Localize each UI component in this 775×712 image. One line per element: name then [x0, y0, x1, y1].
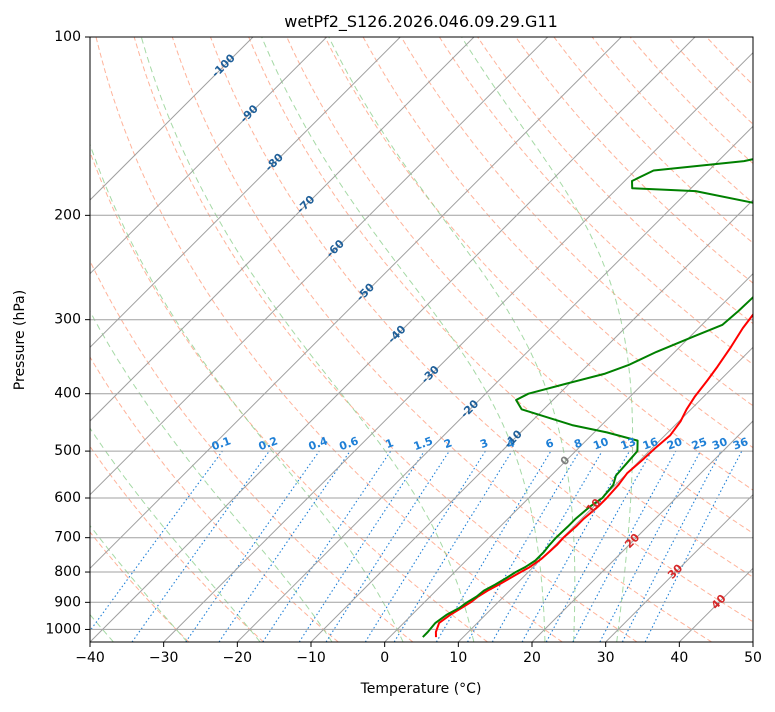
x-tick-label: −30	[149, 650, 179, 666]
dry-adiabat	[592, 37, 775, 642]
mixing-ratio-label: 3	[478, 436, 490, 451]
y-tick-label: 700	[54, 530, 81, 546]
mixing-ratio-line	[299, 451, 424, 642]
isotherm-line	[385, 37, 775, 642]
x-tick-label: 50	[744, 650, 762, 666]
x-tick-label: 40	[670, 650, 688, 666]
moist-adiabat	[462, 37, 633, 642]
y-tick-label: 900	[54, 594, 81, 610]
dry-adiabat	[363, 37, 775, 642]
isotherm-label: 30	[665, 561, 685, 581]
dry-adiabat	[58, 37, 488, 642]
x-axis-label: Temperature (°C)	[360, 681, 482, 697]
mixing-ratio-label: 0.4	[307, 434, 330, 453]
isotherm-line	[164, 37, 769, 642]
x-tick-label: 0	[380, 650, 389, 666]
y-tick-label: 500	[54, 443, 81, 459]
isotherm-line	[237, 37, 775, 642]
y-tick-label: 200	[54, 207, 81, 223]
isotherm-line	[311, 37, 775, 642]
x-tick-label: −20	[223, 650, 253, 666]
x-tick-label: 10	[449, 650, 467, 666]
mixing-ratio-label: 36	[731, 435, 750, 453]
mixing-ratio-label: 30	[710, 435, 729, 453]
isotherm-line	[0, 37, 327, 642]
x-tick-label: 30	[597, 650, 615, 666]
isotherm-line	[679, 37, 775, 642]
y-tick-label: 300	[54, 312, 81, 328]
mixing-ratio-label: 0.1	[210, 434, 233, 453]
dry-adiabat	[554, 37, 775, 642]
dry-adiabat	[20, 37, 413, 642]
isotherm-line	[0, 37, 400, 642]
mixing-ratio-label: 1.5	[412, 434, 435, 453]
isotherm-line	[0, 37, 253, 642]
mixing-ratio-line	[82, 451, 223, 642]
isotherm-line	[16, 37, 621, 642]
moist-adiabat	[61, 37, 403, 642]
profile-series	[423, 37, 775, 637]
x-tick-label: −10	[296, 650, 326, 666]
y-tick-label: 100	[54, 29, 81, 45]
dry-adiabat	[0, 37, 189, 642]
y-tick-label: 1000	[45, 621, 81, 637]
mixing-ratio-label: 25	[690, 435, 709, 452]
plot-frame	[90, 37, 753, 642]
moist-adiabat	[262, 37, 545, 642]
mixing-ratio-label: 2	[442, 436, 454, 451]
dry-adiabat	[0, 37, 264, 642]
isotherm-line	[532, 37, 775, 642]
y-tick-label: 800	[54, 564, 81, 580]
mixing-ratio-line	[219, 451, 350, 642]
mixing-ratio-line	[263, 451, 391, 642]
isotherm-line	[0, 37, 474, 642]
mixing-ratio-label: 1	[384, 436, 396, 451]
mixing-ratio-line	[622, 451, 721, 642]
isotherm-line	[458, 37, 775, 642]
y-tick-label: 400	[54, 386, 81, 402]
x-tick-label: −40	[75, 650, 105, 666]
mixing-ratio-label: 16	[641, 435, 660, 453]
dry-adiabat	[707, 37, 775, 642]
dry-adiabat	[0, 37, 338, 642]
mixing-ratio-line	[326, 451, 449, 642]
x-tick-label: 20	[523, 650, 541, 666]
mixing-ratio-label: 0.6	[338, 434, 361, 453]
chart-title: wetPf2_S126.2026.046.09.29.G11	[284, 12, 558, 32]
moist-adiabat	[2, 37, 332, 642]
mixing-ratio-label: 6	[544, 436, 556, 451]
mixing-ratio-label: 0.2	[257, 434, 280, 453]
dry-adiabat	[134, 37, 637, 642]
dewpoint-profile-line	[423, 37, 775, 637]
mixing-ratio-label: 13	[619, 435, 638, 452]
mixing-ratio-line	[573, 451, 676, 642]
moist-adiabat	[0, 37, 187, 642]
y-tick-label: 600	[54, 490, 81, 506]
mixing-ratio-label: 10	[591, 435, 610, 453]
y-axis-label: Pressure (hPa)	[12, 290, 28, 390]
moist-adiabat	[0, 37, 260, 642]
